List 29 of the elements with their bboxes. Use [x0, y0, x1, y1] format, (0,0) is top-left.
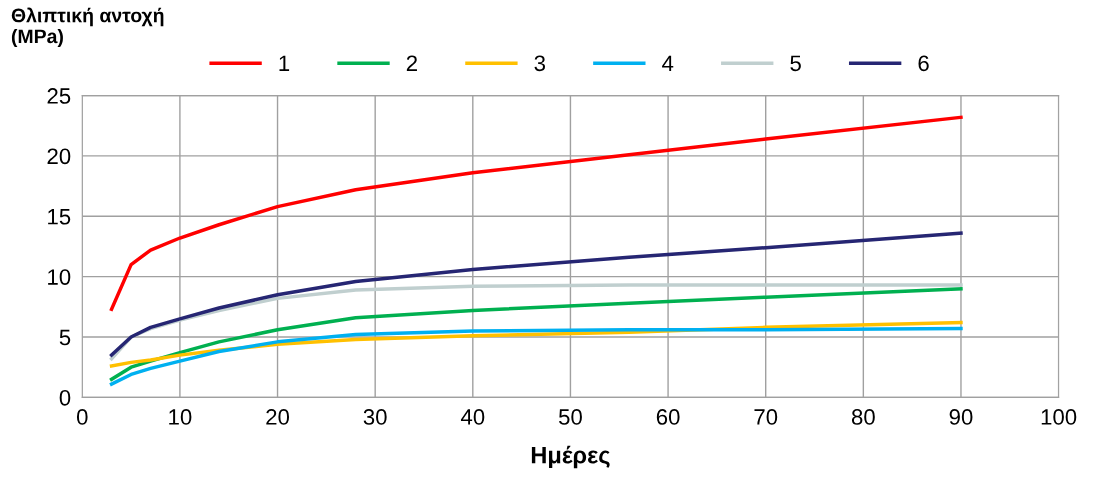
x-tick-label: 10: [169, 409, 192, 425]
x-tick-label: 30: [363, 409, 387, 425]
x-tick-label: 20: [266, 409, 290, 425]
x-tick-label: 60: [656, 409, 680, 425]
legend-label: 6: [918, 55, 929, 72]
line-series: [109, 231, 963, 357]
legend-label: 4: [662, 55, 674, 71]
x-tick-label: 0: [76, 409, 88, 425]
legend-label: 2: [406, 55, 417, 71]
x-tick-label: 50: [558, 409, 582, 425]
x-tick-label: 40: [460, 409, 485, 425]
legend-label: 3: [534, 55, 546, 72]
legend-label: 1: [279, 55, 290, 71]
line-series: [109, 326, 963, 386]
x-tick-label: 70: [754, 409, 778, 425]
y-tick-label: 20: [47, 148, 71, 165]
y-axis-title: Θλιπτική αντοχή (MPa): [11, 7, 164, 48]
x-axis-title: Ημέρες: [531, 445, 610, 469]
legend-label: 5: [790, 55, 801, 72]
x-tick-label: 100: [1041, 409, 1077, 425]
y-tick-label: 10: [48, 269, 71, 285]
x-tick-label: 80: [851, 409, 875, 425]
y-tick-label: 25: [47, 88, 71, 104]
line-series: [109, 286, 963, 381]
y-tick-label: 15: [48, 209, 71, 225]
x-tick-label: 90: [949, 409, 973, 425]
line-series: [109, 115, 963, 311]
y-tick-label: 0: [59, 389, 71, 406]
y-tick-label: 5: [59, 329, 71, 346]
